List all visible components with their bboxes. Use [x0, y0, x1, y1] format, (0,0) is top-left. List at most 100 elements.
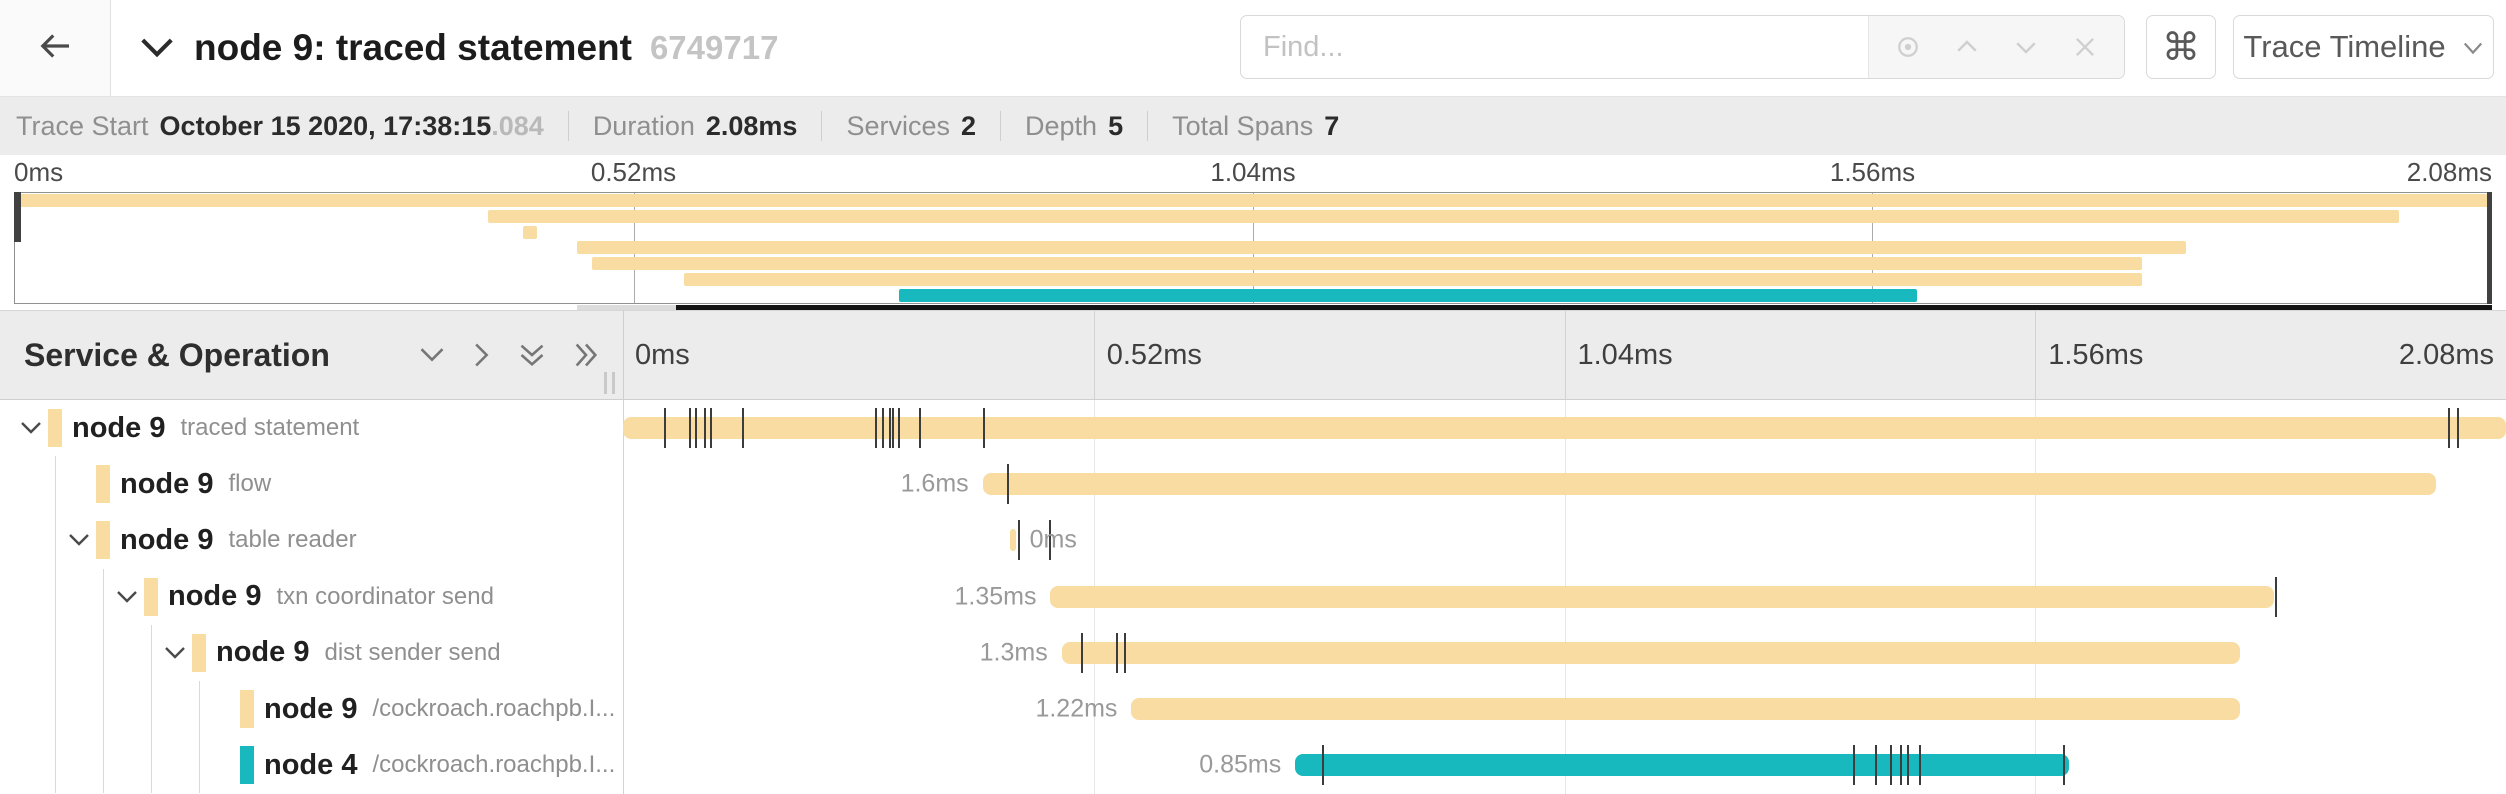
chevron-up-icon[interactable] [1947, 27, 1987, 67]
span-duration-bar[interactable] [1061, 641, 2241, 664]
span-log-tick [1852, 745, 1855, 786]
locate-icon[interactable] [1888, 27, 1928, 67]
span-log-tick [709, 408, 712, 449]
service-name: node 9 [264, 692, 358, 725]
span-duration-bar[interactable] [982, 473, 2437, 496]
span-expander-chevron-down-icon[interactable] [115, 588, 139, 605]
indent-guide-line [55, 680, 56, 738]
span-name-text: node 9 dist sender send [216, 625, 501, 681]
minimap-span-bar [898, 288, 1917, 302]
span-duration-bar[interactable] [1131, 698, 2241, 721]
span-name-text: node 9 txn coordinator send [168, 569, 494, 625]
column-resizer-grip[interactable] [604, 372, 615, 394]
span-duration-label: 1.22ms [1035, 694, 1118, 723]
span-log-tick [1080, 632, 1083, 673]
span-row[interactable]: node 9 dist sender send 1.3ms [0, 624, 2506, 681]
span-track[interactable]: 0ms [623, 512, 2506, 568]
span-track[interactable] [623, 400, 2506, 456]
minimap-span-bar [683, 273, 2142, 287]
span-log-tick [982, 408, 985, 449]
column-divider[interactable] [623, 311, 624, 399]
span-name-cell: node 9/cockroach.roachpb.I... [0, 680, 623, 738]
span-track[interactable]: 1.6ms [623, 456, 2506, 512]
span-expander-chevron-down-icon[interactable] [19, 420, 43, 437]
minimap-span-rows [15, 194, 2491, 302]
span-track[interactable]: 1.3ms [623, 625, 2506, 681]
span-row[interactable]: node 9 traced statement [0, 400, 2506, 456]
span-log-tick [888, 408, 891, 449]
minimap-span-bar [522, 225, 538, 239]
collapse-one-chevron-down-icon[interactable] [418, 345, 446, 365]
span-duration-label: 1.35ms [954, 582, 1037, 611]
span-name-cell: node 9 flow [0, 456, 623, 513]
scrollbar-thumb[interactable] [675, 305, 2492, 310]
back-button[interactable] [0, 0, 111, 96]
service-color-block [144, 577, 158, 616]
indent-guide-line [103, 568, 104, 625]
expand-one-chevron-right-icon[interactable] [472, 341, 492, 369]
operation-name: dist sender send [324, 638, 501, 666]
timeline-tick-label: 0.52ms [1093, 311, 1202, 399]
span-track[interactable]: 1.22ms [623, 681, 2506, 737]
find-input[interactable] [1241, 16, 1868, 78]
timeline-tick-labels: 0ms 0.52ms 1.04ms 1.56ms 2.08ms [623, 311, 2506, 399]
span-duration-bar[interactable] [1009, 529, 1016, 552]
indent-guide-line [151, 680, 152, 738]
span-duration-bar[interactable] [1295, 754, 2070, 777]
service-color-block [240, 690, 254, 729]
service-name: node 9 [120, 467, 214, 500]
span-rows: node 9 traced statement node 9 flow 1.6ms nod… [0, 400, 2506, 794]
service-name: node 4 [264, 748, 358, 781]
trace-minimap: 0ms 0.52ms 1.04ms 1.56ms 2.08ms [0, 155, 2506, 310]
span-log-tick [1907, 745, 1910, 786]
summary-separator [1000, 111, 1002, 141]
span-row[interactable]: node 4/cockroach.roachpb.I... 0.85ms [0, 737, 2506, 794]
span-row[interactable]: node 9 txn coordinator send 1.35ms [0, 568, 2506, 625]
operation-name: txn coordinator send [276, 582, 494, 610]
operation-name: traced statement [180, 414, 360, 442]
indent-guide-line [103, 737, 104, 794]
span-row[interactable]: node 9 table reader 0ms [0, 512, 2506, 569]
span-duration-bar[interactable] [623, 417, 2506, 440]
span-track[interactable]: 0.85ms [623, 737, 2506, 793]
span-log-tick [688, 408, 691, 449]
span-log-tick [1321, 745, 1324, 786]
viewport-right-scrubber[interactable] [2487, 192, 2492, 304]
timeline-tick-label: 2.08ms [2398, 338, 2494, 371]
indent-guide-line [103, 680, 104, 738]
span-name-text: node 9 table reader [120, 512, 357, 568]
viewport-left-scrubber[interactable] [14, 192, 21, 242]
trace-id: 6749717 [649, 29, 779, 66]
span-track[interactable]: 1.35ms [623, 569, 2506, 625]
collapse-all-double-chevron-down-icon[interactable] [518, 341, 546, 369]
service-color-block [192, 633, 206, 672]
span-expander-chevron-down-icon[interactable] [67, 532, 91, 549]
span-row[interactable]: node 9 flow 1.6ms [0, 456, 2506, 513]
indent-guide-line [55, 512, 56, 569]
span-log-tick [2457, 408, 2460, 449]
trace-summary: Trace Start October 15 2020, 17:38:15.084… [0, 97, 2506, 155]
collapse-trace-header-chevron-down-icon[interactable] [138, 34, 176, 62]
page-title: node 9: traced statement [194, 27, 632, 68]
span-expander-chevron-down-icon[interactable] [163, 644, 187, 661]
span-duration-bar[interactable] [1050, 585, 2275, 608]
keyboard-shortcuts-button[interactable]: ⌘ [2146, 15, 2216, 79]
arrow-left-icon [34, 25, 76, 72]
collapse-controls [418, 311, 600, 399]
span-log-tick [741, 408, 744, 449]
close-icon[interactable] [2065, 27, 2105, 67]
operation-name: /cockroach.roachpb.I... [372, 695, 616, 723]
indent-guide-line [55, 624, 56, 681]
service-name: node 9 [72, 411, 166, 444]
chevron-down-icon [2462, 41, 2484, 57]
expand-all-double-chevron-right-icon[interactable] [572, 341, 600, 369]
trace-view-selector[interactable]: Trace Timeline [2233, 15, 2494, 79]
minimap-canvas[interactable] [14, 192, 2492, 304]
indent-guide-line [55, 568, 56, 625]
span-log-tick [1007, 464, 1010, 505]
indent-guide-line [55, 737, 56, 794]
span-row[interactable]: node 9/cockroach.roachpb.I... 1.22ms [0, 680, 2506, 738]
summary-separator [821, 111, 823, 141]
summary-value: 2 [960, 110, 977, 141]
chevron-down-icon[interactable] [2006, 27, 2046, 67]
